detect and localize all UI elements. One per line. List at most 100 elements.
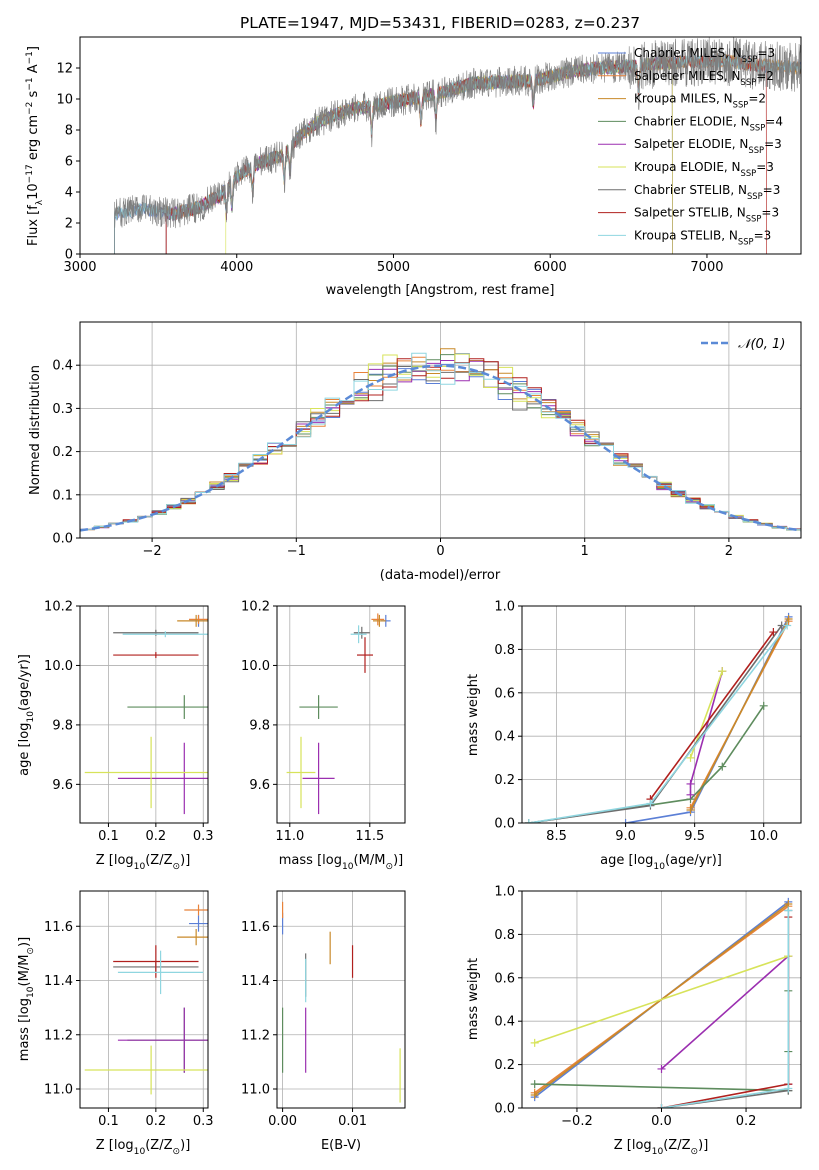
- legend-entry-label: Kroupa ELODIE, NSSP=3: [634, 160, 774, 178]
- x-tick-label: −0.2: [561, 1114, 593, 1129]
- x-tick-label: 0.0: [651, 1114, 672, 1129]
- plot-area: [114, 37, 801, 254]
- y-tick-label: 0.6: [494, 971, 515, 986]
- weight-line: [689, 618, 790, 811]
- y-tick-label: 6: [65, 155, 73, 170]
- y-tick-label: 0.8: [494, 928, 515, 943]
- weight-marker: [686, 753, 695, 762]
- mass-vs-Z-y-label: mass [log10(M/M⊙)]: [17, 937, 36, 1061]
- x-tick-label: 7000: [690, 260, 723, 275]
- x-tick-label: 0: [436, 544, 444, 559]
- y-tick-label: 1.0: [494, 600, 515, 615]
- weight-marker: [621, 819, 630, 823]
- weight-marker: [657, 1104, 666, 1108]
- mass-vs-Z-panel: 0.1 0.2 0.3 11.0 11.2 11.4 11.6: [44, 890, 214, 1129]
- weight-marker: [686, 805, 695, 814]
- mass-vs-EBV-x-label: E(B-V): [321, 1138, 361, 1153]
- x-tick-label: 0.2: [736, 1114, 757, 1129]
- weight-marker: [784, 1084, 793, 1093]
- y-tick-label: 0: [65, 248, 73, 263]
- legend-entry-label: Kroupa STELIB, NSSP=3: [634, 228, 771, 246]
- age-vs-Z-x-label: Z [log10(Z/Z⊙)]: [96, 853, 191, 872]
- normal-curve: [80, 364, 801, 532]
- histogram-step: [80, 352, 801, 531]
- y-tick-label: 0.2: [52, 445, 73, 460]
- weight-line: [649, 631, 775, 800]
- y-tick-label: 11.0: [44, 1083, 73, 1098]
- y-tick-label: 0.2: [494, 773, 515, 788]
- x-tick-label: 8.5: [546, 829, 567, 844]
- weight-vs-Z-y-label: mass weight: [466, 958, 481, 1040]
- y-tick-label: 9.8: [249, 718, 270, 733]
- legend-entry-label: Salpeter STELIB, NSSP=3: [634, 206, 779, 224]
- y-tick-label: 0.0: [494, 817, 515, 832]
- x-tick-label: 0.3: [193, 1114, 214, 1129]
- legend-entry-label: Chabrier ELODIE, NSSP=4: [634, 114, 783, 132]
- x-tick-label: 9.0: [615, 829, 636, 844]
- axes-frame: [79, 36, 802, 255]
- age-vs-Z-panel: 0.1 0.2 0.3 9.6 9.8 10.0 10.2: [44, 600, 214, 845]
- weight-vs-Z-panel: −0.2 0.0 0.2 0.0 0.2 0.4 0.6 0.8 1.0: [494, 885, 802, 1129]
- x-tick-label: 10.0: [749, 829, 778, 844]
- weight-marker: [524, 819, 533, 823]
- x-tick-label: 1: [581, 544, 589, 559]
- weight-vs-age-x-label: age [log10(age/yr)]: [600, 853, 722, 872]
- y-tick-label: 0.3: [52, 402, 73, 417]
- y-tick-label: 11.6: [241, 920, 270, 935]
- axes-frame: [79, 605, 209, 824]
- mass-vs-EBV-panel: 0.00 0.01 11.0 11.2 11.4 11.6: [241, 890, 406, 1129]
- x-tick-label: 0.1: [98, 1114, 119, 1129]
- y-tick-label: 0.0: [494, 1102, 515, 1117]
- y-tick-label: 0.8: [494, 643, 515, 658]
- weight-marker: [784, 906, 793, 915]
- y-tick-label: 10.0: [241, 659, 270, 674]
- axes-frame: [79, 890, 209, 1109]
- y-tick-label: 2: [65, 217, 73, 232]
- age-vs-mass-panel: 11.0 11.5 9.6 9.8 10.0 10.2: [241, 600, 406, 844]
- weight-marker: [686, 779, 695, 788]
- weight-marker: [783, 621, 792, 630]
- legend-entry-label: Salpeter ELODIE, NSSP=3: [634, 137, 782, 155]
- y-tick-label: 11.4: [44, 974, 73, 989]
- weight-marker: [784, 615, 793, 624]
- residual-x-label: (data-model)/error: [380, 568, 501, 583]
- weight-marker: [530, 1080, 539, 1089]
- residual-panel: −2 −1 0 1 2 0.0 0.1 0.2 0.3 0.4: [52, 321, 802, 559]
- y-tick-label: 11.6: [44, 920, 73, 935]
- x-tick-label: 0.2: [146, 829, 167, 844]
- plot-area: [80, 348, 801, 532]
- y-tick-label: 12: [56, 62, 73, 77]
- x-tick-label: 3000: [63, 260, 96, 275]
- weight-marker: [718, 667, 727, 676]
- axes-frame: [276, 890, 406, 1109]
- spectrum-x-label: wavelength [Angstrom, rest frame]: [326, 283, 555, 298]
- y-tick-label: 11.0: [241, 1083, 270, 1098]
- weight-marker: [530, 1090, 539, 1099]
- spectrum-y-label: Flux [fλ10−17 erg cm−2 s−1 A−1]: [25, 46, 45, 246]
- x-tick-label: 4000: [220, 260, 253, 275]
- weight-marker: [657, 1064, 666, 1073]
- plot-area: [281, 901, 401, 1103]
- x-tick-label: −1: [287, 544, 306, 559]
- weight-marker: [759, 701, 768, 710]
- y-tick-label: 0.4: [494, 730, 515, 745]
- x-tick-label: 0.2: [146, 1114, 167, 1129]
- legend-entry-label: Salpeter MILES, NSSP=2: [634, 69, 774, 87]
- x-tick-label: 0.00: [268, 1114, 297, 1129]
- age-vs-mass-x-label: mass [log10(M/M⊙)]: [279, 853, 403, 872]
- spectrum-panel: 3000 4000 5000 6000 7000 0 2 4 6 8 10 12: [56, 36, 802, 275]
- y-tick-label: 10.0: [44, 659, 73, 674]
- y-tick-label: 4: [65, 186, 73, 201]
- weight-vs-Z-x-label: Z [log10(Z/Z⊙)]: [614, 1138, 709, 1157]
- plot-area: [524, 612, 793, 823]
- legend-entry-label: Chabrier STELIB, NSSP=3: [634, 183, 780, 201]
- plot-area: [286, 613, 391, 815]
- y-tick-label: 10.2: [241, 600, 270, 615]
- spectrum-data-line: [114, 37, 801, 254]
- residual-y-label: Normed distribution: [28, 365, 43, 495]
- x-tick-label: 6000: [534, 260, 567, 275]
- y-tick-label: 0.2: [494, 1058, 515, 1073]
- y-tick-label: 8: [65, 124, 73, 139]
- y-tick-label: 9.6: [52, 778, 73, 793]
